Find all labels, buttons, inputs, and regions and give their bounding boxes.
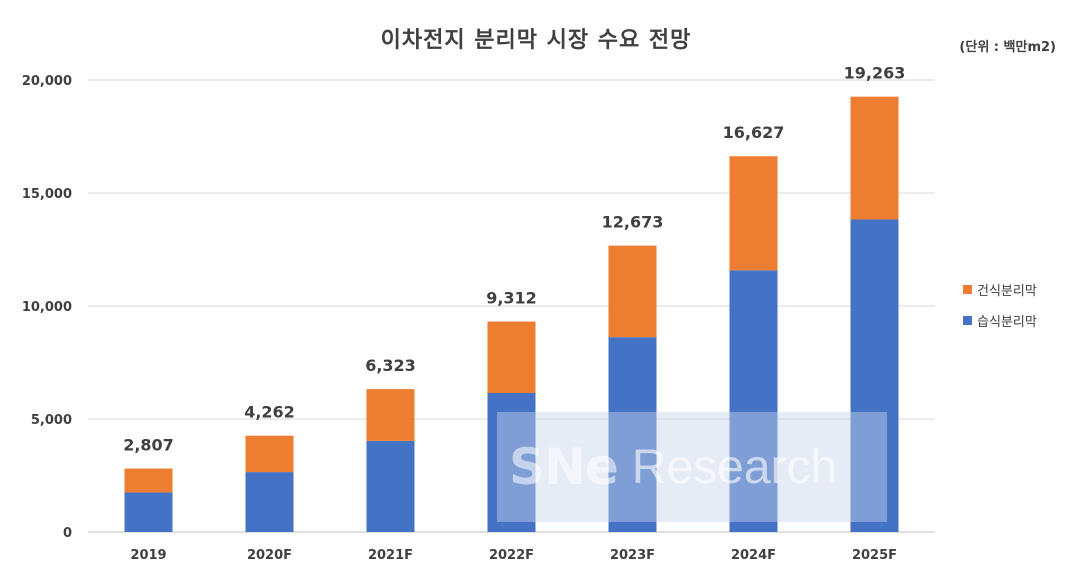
bar-dry-separator: [245, 435, 294, 473]
y-tick-label: 0: [63, 526, 72, 541]
chart-title: 이차전지 분리막 시장 수요 전망: [380, 28, 692, 53]
bar-wet-separator: [850, 219, 899, 532]
x-tick-label: 2024F: [731, 548, 776, 563]
x-tick-label: 2020F: [247, 548, 292, 563]
legend-swatch-dry: [963, 285, 972, 294]
axes: 0 5,000 10,000 15,000 20,000 2019 2020F 2021F 20…: [22, 74, 897, 563]
total-label: 9,312: [486, 289, 537, 308]
total-label: 4,262: [244, 403, 295, 422]
bar-dry-separator: [124, 468, 173, 493]
bar-wet-separator: [245, 472, 294, 532]
bar-dry-separator: [608, 245, 657, 338]
x-tick-label: 2023F: [610, 548, 655, 563]
bar-dry-separator: [850, 96, 899, 220]
x-tick-label: 2025F: [852, 548, 897, 563]
x-tick-label: 2021F: [368, 548, 413, 563]
bars: [124, 96, 899, 532]
total-label: 19,263: [844, 64, 906, 83]
total-label: 12,673: [602, 213, 664, 232]
bar-dry-separator: [729, 156, 778, 271]
bar-wet-separator: [487, 393, 536, 532]
legend-item-wet: 습식분리막: [963, 311, 1037, 330]
unit-label: (단위 : 백만m2): [959, 40, 1056, 55]
legend-item-dry: 건식분리막: [963, 280, 1037, 299]
y-tick-label: 10,000: [22, 300, 72, 315]
total-label: 2,807: [123, 436, 174, 455]
bar-wet-separator: [608, 337, 657, 532]
bar-dry-separator: [366, 389, 415, 441]
bar-wet-separator: [366, 440, 415, 532]
legend-swatch-wet: [963, 316, 972, 325]
legend-label-wet: 습식분리막: [977, 315, 1037, 330]
bar-dry-separator: [487, 321, 536, 394]
bar-wet-separator: [729, 270, 778, 532]
bar-wet-separator: [124, 492, 173, 532]
watermark-suffix: Research: [631, 440, 838, 494]
x-tick-label: 2022F: [489, 548, 534, 563]
x-tick-label: 2019: [130, 548, 166, 563]
total-label: 6,323: [365, 356, 416, 375]
watermark-logo: SNe Research: [497, 412, 887, 522]
y-tick-label: 15,000: [22, 187, 72, 202]
data-labels: 2,807 4,262 6,323 9,312 12,673 16,627 19,263: [123, 64, 905, 455]
total-label: 16,627: [723, 123, 785, 142]
legend-label-dry: 건식분리막: [977, 284, 1037, 299]
y-tick-label: 20,000: [22, 74, 72, 89]
watermark-brand: SNe: [509, 438, 619, 496]
y-tick-label: 5,000: [31, 413, 72, 428]
